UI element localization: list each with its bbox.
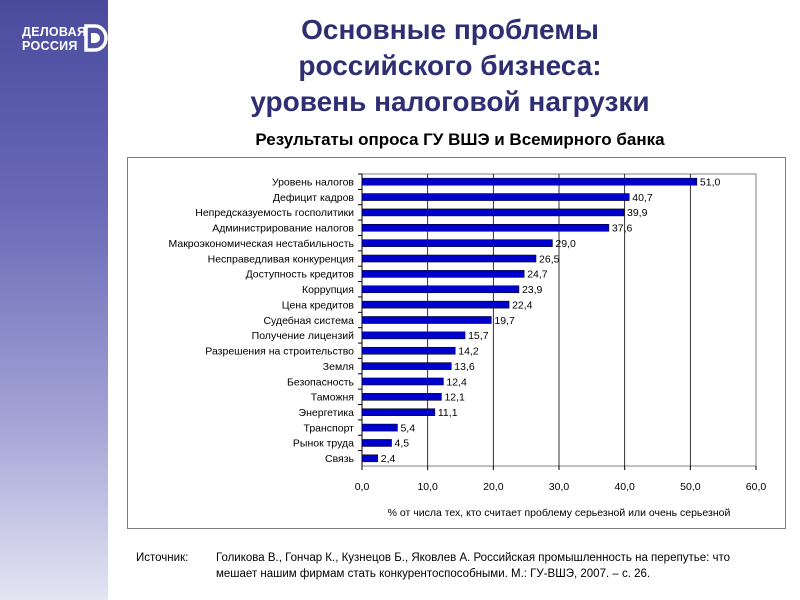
data-label: 40,7 bbox=[632, 192, 653, 204]
category-label: Безопасность bbox=[287, 376, 355, 388]
category-label: Макроэкономическая нестабильность bbox=[169, 238, 355, 250]
x-tick-label: 30,0 bbox=[549, 481, 570, 493]
page-title: Основные проблемы российского бизнеса: у… bbox=[150, 12, 750, 120]
logo-text: ДЕЛОВАЯ РОССИЯ bbox=[22, 25, 86, 53]
data-label: 23,9 bbox=[522, 284, 543, 296]
data-label: 22,4 bbox=[512, 299, 533, 311]
x-tick-label: 0,0 bbox=[355, 481, 370, 493]
category-label: Получение лицензий bbox=[252, 330, 354, 342]
data-label: 5,4 bbox=[400, 422, 415, 434]
data-label: 12,4 bbox=[446, 376, 467, 388]
x-tick-label: 60,0 bbox=[746, 481, 767, 493]
category-label: Транспорт bbox=[304, 422, 355, 434]
category-label: Уровень налогов bbox=[272, 176, 355, 188]
logo-line1: ДЕЛОВАЯ bbox=[22, 25, 87, 39]
category-label: Дефицит кадров bbox=[273, 192, 355, 204]
x-axis-title: % от числа тех, кто считает проблему сер… bbox=[388, 507, 731, 519]
data-label: 39,9 bbox=[627, 207, 648, 219]
data-label: 4,5 bbox=[395, 438, 410, 450]
x-tick-label: 50,0 bbox=[680, 481, 701, 493]
source-note: Источник: Голикова В., Гончар К., Кузнецо… bbox=[136, 550, 786, 582]
bar bbox=[361, 254, 537, 263]
category-label: Доступность кредитов bbox=[246, 269, 355, 281]
x-tick-label: 40,0 bbox=[614, 481, 635, 493]
data-label: 24,7 bbox=[527, 269, 548, 281]
bar bbox=[361, 270, 525, 278]
bar bbox=[361, 393, 442, 401]
bar bbox=[361, 224, 610, 232]
category-label: Земля bbox=[323, 361, 354, 373]
logo: ДЕЛОВАЯ РОССИЯ bbox=[22, 24, 108, 56]
category-label: Рынок труда bbox=[293, 438, 354, 450]
data-label: 14,2 bbox=[458, 346, 479, 358]
bar bbox=[361, 316, 492, 324]
bar bbox=[361, 423, 398, 432]
bar bbox=[361, 377, 444, 386]
data-label: 15,7 bbox=[468, 330, 489, 342]
logo-d-icon bbox=[84, 24, 108, 52]
bar bbox=[361, 439, 392, 447]
source-line2: мешает нашим фирмам стать конкурентоспос… bbox=[216, 568, 651, 580]
data-label: 2,4 bbox=[381, 453, 396, 465]
bar bbox=[361, 331, 466, 340]
category-label: Непредсказуемость госполитики bbox=[195, 207, 354, 219]
category-label: Цена кредитов bbox=[282, 299, 355, 311]
bar bbox=[361, 408, 436, 416]
x-tick-label: 20,0 bbox=[483, 481, 504, 493]
bar bbox=[361, 239, 553, 247]
data-label: 29,0 bbox=[555, 238, 576, 250]
logo-line2: РОССИЯ bbox=[22, 39, 78, 53]
data-label: 19,7 bbox=[494, 315, 515, 327]
category-label: Связь bbox=[325, 453, 355, 465]
data-label: 13,6 bbox=[454, 361, 475, 373]
title-line3: уровень налоговой нагрузки bbox=[250, 86, 650, 117]
sidebar-gradient bbox=[0, 0, 108, 600]
data-label: 37,6 bbox=[612, 223, 633, 235]
x-tick-label: 10,0 bbox=[417, 481, 438, 493]
data-label: 51,0 bbox=[700, 176, 721, 188]
bar bbox=[361, 454, 379, 463]
title-line1: Основные проблемы bbox=[301, 14, 599, 45]
category-label: Разрешения на строительство bbox=[205, 346, 354, 358]
data-label: 26,5 bbox=[539, 253, 560, 265]
bar bbox=[361, 208, 625, 217]
category-label: Энергетика bbox=[299, 407, 355, 419]
source-line1: Голикова В., Гончар К., Кузнецов Б., Яко… bbox=[216, 552, 731, 564]
bar bbox=[361, 193, 630, 201]
bar bbox=[361, 362, 452, 370]
chart-frame bbox=[127, 157, 786, 529]
category-label: Несправедливая конкуренция bbox=[208, 253, 354, 265]
title-line2: российского бизнеса: bbox=[298, 50, 602, 81]
data-label: 11,1 bbox=[438, 407, 458, 419]
bar bbox=[361, 177, 698, 186]
bar bbox=[361, 300, 510, 309]
category-label: Администрирование налогов bbox=[212, 223, 354, 235]
source-label: Источник: bbox=[136, 552, 189, 564]
category-label: Таможня bbox=[311, 392, 354, 404]
chart-subtitle: Результаты опроса ГУ ВШЭ и Всемирного ба… bbox=[255, 130, 665, 149]
category-label: Коррупция bbox=[302, 284, 354, 296]
data-label: 12,1 bbox=[444, 392, 465, 404]
category-label: Судебная система bbox=[263, 315, 354, 327]
bar bbox=[361, 285, 520, 294]
bar bbox=[361, 346, 456, 355]
